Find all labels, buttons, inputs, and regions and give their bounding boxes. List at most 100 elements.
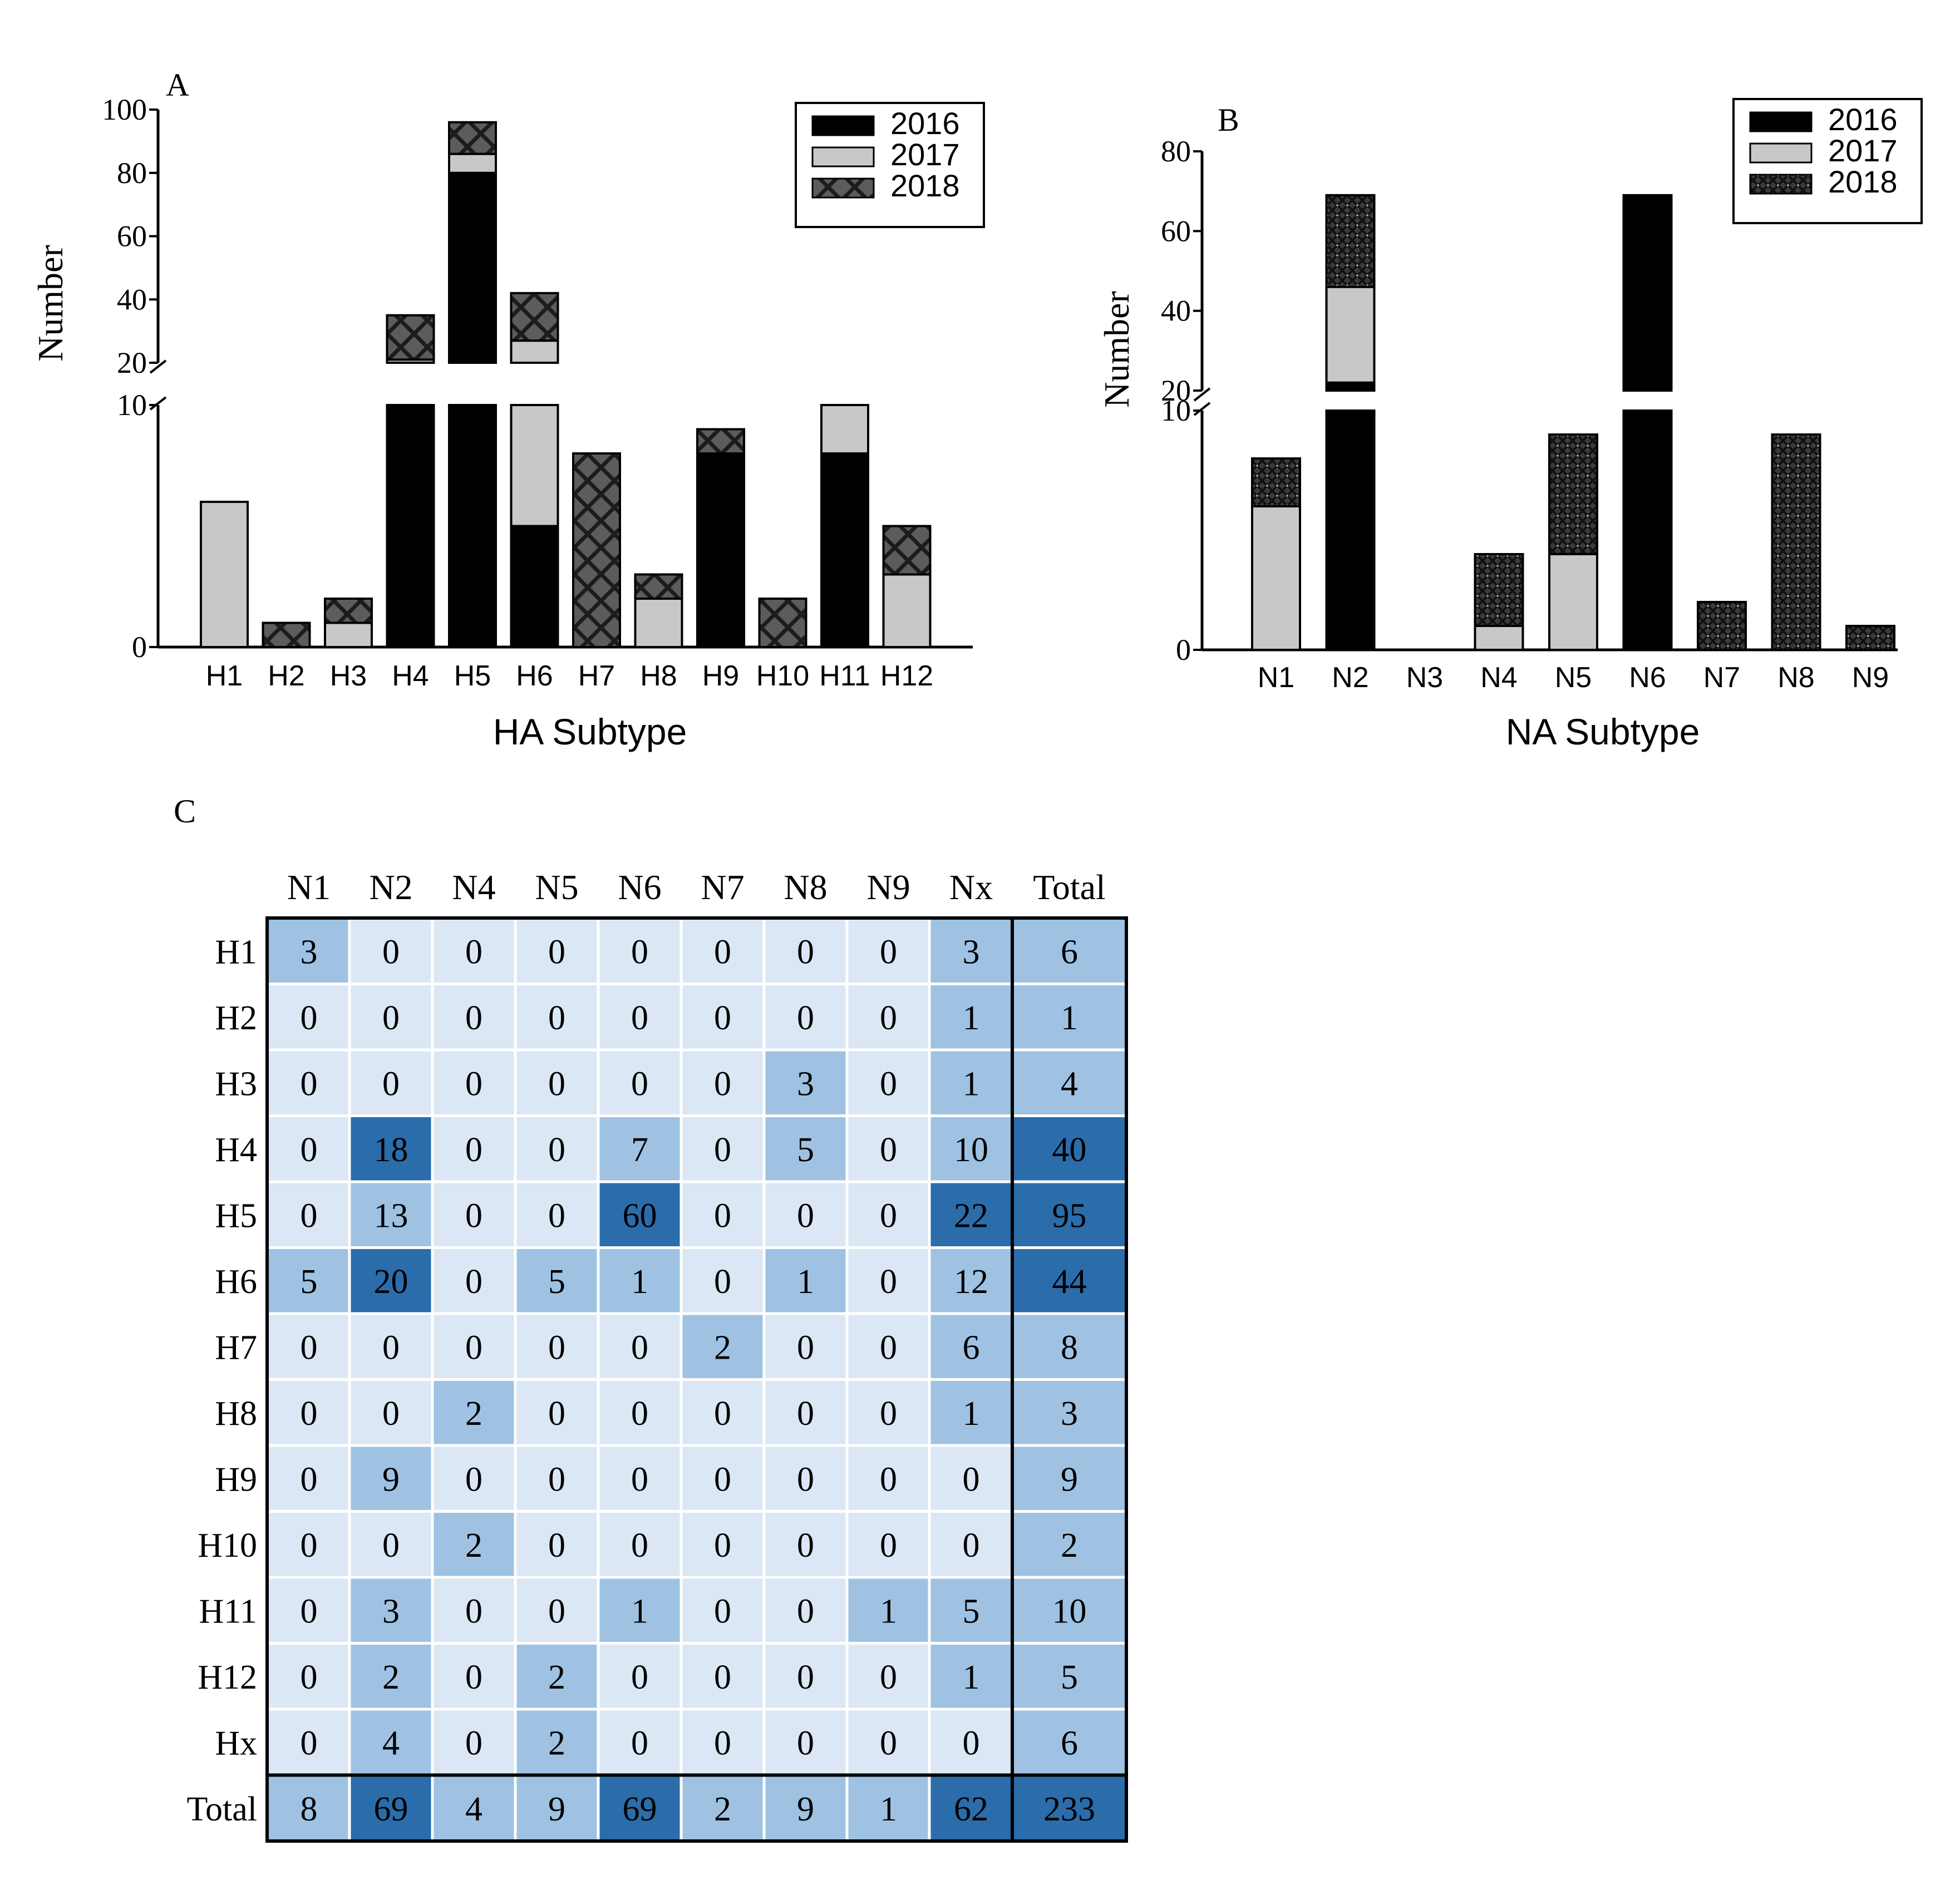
x-tick-label: H3	[330, 660, 367, 692]
heatmap-cell-value: 0	[797, 1395, 814, 1433]
bar-stack-N8	[1771, 433, 1821, 651]
heatmap-cell-value: 0	[714, 1724, 731, 1762]
heatmap-labels: H1 3 0 0 0 0 0 0 0 3 6 H2 0 0 0 0 0 0 0 0 1 1 H3 0 0 0 0 0 0 3 0 1 4 H4 0 1…	[186, 867, 1105, 1828]
heatmap-column-header: N4	[452, 867, 495, 907]
heatmap-cell-value: 3	[797, 1065, 814, 1103]
heatmap-cell	[928, 1576, 1015, 1645]
heatmap-cell-value: 2	[1061, 1527, 1078, 1565]
y-tick-label: 20	[1161, 374, 1191, 407]
heatmap-cell-value: 2	[714, 1329, 731, 1366]
heatmap-cell	[348, 1246, 434, 1315]
heatmap-row-label: Hx	[215, 1724, 257, 1762]
y-tick-label: 0	[1176, 633, 1191, 667]
heatmap-cell-value: 0	[963, 1460, 980, 1498]
heatmap-cell-value: 0	[797, 1460, 814, 1498]
legend-swatch-2017	[811, 146, 875, 167]
heatmap-cell-value: 0	[797, 1659, 814, 1696]
heatmap-cell-value: 6	[1061, 1724, 1078, 1762]
heatmap-cell-value: 22	[954, 1197, 988, 1235]
heatmap-cell	[265, 1048, 352, 1117]
heatmap-row-label: H8	[215, 1395, 257, 1433]
heatmap-cell	[679, 1444, 766, 1513]
bar-stack-H8	[634, 573, 683, 648]
heatmap-cell	[597, 1180, 683, 1249]
heatmap-cell	[845, 1246, 932, 1315]
heatmap-cell-value: 0	[797, 1527, 814, 1565]
heatmap-cell	[679, 1642, 766, 1711]
legend-swatch-2016	[811, 115, 875, 136]
heatmap-cell	[514, 1774, 600, 1843]
heatmap-cell-value: 0	[301, 1592, 318, 1630]
heatmap-cell-value: 0	[465, 1065, 482, 1103]
x-tick-label: H8	[640, 660, 677, 692]
bar-H10-2018-lower	[758, 598, 807, 648]
bar-N2-2016-lower	[1325, 409, 1376, 651]
heatmap-cell-value: 0	[548, 1329, 565, 1366]
heatmap-cell	[1011, 1246, 1128, 1315]
heatmap-column-header: N7	[701, 867, 744, 907]
heatmap-cell-value: 6	[963, 1329, 980, 1366]
bar-H3-2017-lower	[324, 621, 373, 648]
x-tick-label: N4	[1480, 662, 1517, 694]
legend-swatch-2016	[1749, 111, 1813, 132]
legend-label-2016: 2016	[890, 106, 960, 141]
bar-stack-H6	[510, 292, 559, 648]
panel-b-x-ticks: N1 N2 N3 N4 N5 N6 N7 N8 N9	[1258, 662, 1889, 694]
heatmap-cell-value: 0	[548, 1592, 565, 1630]
heatmap-cell-value: 5	[1061, 1659, 1078, 1696]
heatmap-cell	[514, 1444, 600, 1513]
heatmap-cell-value: 1	[797, 1263, 814, 1301]
heatmap-cell-value: 0	[714, 1263, 731, 1301]
heatmap-cell-value: 0	[301, 1131, 318, 1169]
heatmap-cell	[514, 1510, 600, 1579]
heatmap-cell-value: 4	[1061, 1065, 1078, 1103]
heatmap-cell-value: 0	[631, 1527, 648, 1565]
heatmap-cell-value: 4	[382, 1724, 400, 1762]
heatmap-cell-value: 0	[631, 1659, 648, 1696]
x-tick-label: H2	[268, 660, 304, 692]
bar-H12-2017-lower	[882, 573, 932, 648]
heatmap-cell-value: 0	[880, 1527, 897, 1565]
legend-label-2018: 2018	[1828, 164, 1898, 199]
axis-break-mark	[1193, 402, 1211, 416]
x-tick-label: N9	[1852, 662, 1889, 694]
heatmap-cell-value: 0	[465, 1659, 482, 1696]
heatmap-cell	[679, 1180, 766, 1249]
heatmap-cell-value: 10	[1052, 1592, 1087, 1630]
x-tick-label: H12	[880, 660, 933, 692]
bar-N8-2018-lower	[1771, 433, 1821, 651]
heatmap-cell-value: 6	[1061, 933, 1078, 971]
heatmap-cell-value: 0	[880, 1659, 897, 1696]
panel-a-chart: A Number HA Subtype H1 H2 H3 H4 H5 H6 H7 H8 H9 H1…	[31, 67, 985, 752]
x-tick-label: H6	[516, 660, 553, 692]
heatmap-row-label: H10	[198, 1527, 257, 1565]
bar-stack-H2	[262, 621, 311, 648]
heatmap-cell-value: 0	[548, 1527, 565, 1565]
heatmap-row-label: H7	[215, 1329, 257, 1366]
heatmap-cell-value: 9	[797, 1790, 814, 1828]
heatmap-cell-value: 0	[797, 1724, 814, 1762]
bar-N9-2018-lower	[1845, 625, 1895, 651]
bar-stack-H1	[200, 501, 249, 648]
heatmap-cell	[514, 1708, 600, 1776]
bar-N1-2018-lower	[1251, 457, 1301, 507]
heatmap-column-header: N2	[369, 867, 412, 907]
heatmap-cell-value: 0	[880, 1724, 897, 1762]
heatmap-cell-value: 0	[963, 1724, 980, 1762]
heatmap-cell-value: 2	[548, 1659, 565, 1696]
heatmap-cell	[928, 1378, 1015, 1447]
heatmap-cell	[431, 1642, 517, 1711]
heatmap-cell-value: 0	[382, 999, 400, 1037]
heatmap-cell-value: 40	[1052, 1131, 1087, 1169]
legend-swatch-2017	[1749, 142, 1813, 164]
heatmap-cell-value: 0	[797, 1329, 814, 1366]
x-tick-label: N1	[1258, 662, 1294, 694]
heatmap-cell-value: 1	[880, 1790, 897, 1828]
heatmap-cell-value: 0	[880, 1065, 897, 1103]
legend-label-2017: 2017	[1828, 133, 1898, 168]
bar-H8-2017-lower	[634, 598, 683, 648]
heatmap-cell-value: 0	[714, 1131, 731, 1169]
heatmap-column-header: Total	[1033, 867, 1106, 907]
heatmap-cell	[679, 1378, 766, 1447]
